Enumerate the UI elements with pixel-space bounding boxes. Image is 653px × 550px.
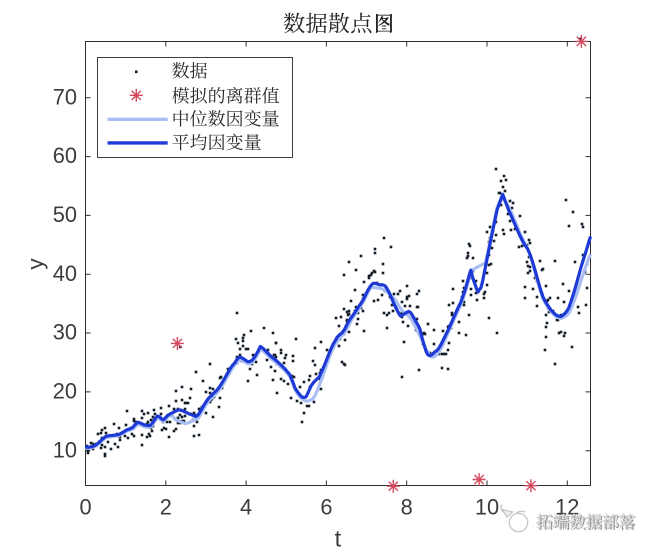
svg-text:4: 4 (240, 494, 252, 519)
svg-text:70: 70 (53, 84, 77, 109)
svg-text:40: 40 (53, 261, 77, 286)
svg-text:60: 60 (53, 143, 77, 168)
svg-text:t: t (335, 526, 342, 550)
svg-text:10: 10 (53, 437, 77, 462)
svg-text:6: 6 (320, 494, 332, 519)
svg-text:10: 10 (475, 494, 499, 519)
svg-text:0: 0 (79, 494, 91, 519)
svg-text:30: 30 (53, 320, 77, 345)
svg-text:2: 2 (160, 494, 172, 519)
svg-text:20: 20 (53, 379, 77, 404)
svg-text:8: 8 (401, 494, 413, 519)
svg-text:y: y (23, 258, 48, 270)
svg-text:50: 50 (53, 202, 77, 227)
